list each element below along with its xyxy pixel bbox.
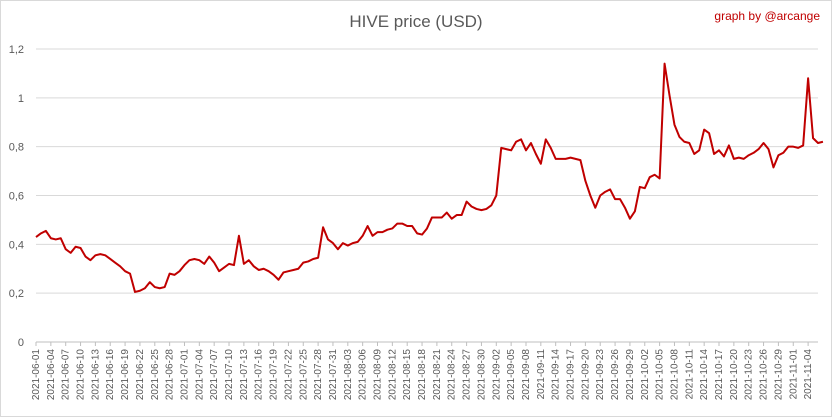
x-tick-label: 2021-10-02 <box>640 349 651 401</box>
x-tick-label: 2021-06-13 <box>90 349 101 401</box>
x-tick-label: 2021-07-19 <box>269 349 280 401</box>
gridlines <box>36 48 818 343</box>
x-tick-label: 2021-07-25 <box>298 349 309 401</box>
x-tick-label: 2021-06-07 <box>61 349 72 401</box>
x-tick-label: 2021-07-04 <box>194 349 205 401</box>
x-tick-label: 2021-06-28 <box>165 349 176 401</box>
x-tick-label: 2021-08-24 <box>447 349 458 401</box>
x-tick-label: 2021-10-29 <box>773 349 784 401</box>
x-tick-label: 2021-09-05 <box>506 349 517 401</box>
x-tick-label: 2021-10-11 <box>684 349 695 400</box>
x-tick-label: 2021-09-14 <box>551 349 562 401</box>
x-tick-label: 2021-07-28 <box>313 349 324 401</box>
y-tick-label: 0,6 <box>9 191 24 203</box>
chart-credit: graph by @arcange <box>714 9 820 23</box>
x-tick-label: 2021-09-26 <box>610 349 621 401</box>
x-tick-label: 2021-09-23 <box>595 349 606 401</box>
y-tick-label: 1 <box>18 93 24 105</box>
x-tick-label: 2021-09-20 <box>580 349 591 401</box>
x-tick-label: 2021-09-29 <box>625 349 636 401</box>
x-tick-label: 2021-08-30 <box>476 349 487 401</box>
x-tick-label: 2021-07-01 <box>179 349 190 401</box>
x-tick-label: 2021-07-16 <box>254 349 265 401</box>
x-tick-label: 2021-10-23 <box>744 349 755 401</box>
series-layer <box>35 62 824 293</box>
y-tick-label: 1,2 <box>9 44 24 56</box>
x-tick-label: 2021-08-06 <box>358 349 369 401</box>
x-tick-label: 2021-10-17 <box>714 349 725 401</box>
x-tick-label: 2021-10-20 <box>729 349 740 401</box>
x-tick-label: 2021-06-10 <box>76 349 87 401</box>
x-tick-label: 2021-08-21 <box>432 349 443 401</box>
x-tick-label: 2021-07-10 <box>224 349 235 401</box>
y-tick-label: 0 <box>18 337 24 349</box>
chart-title: HIVE price (USD) <box>349 12 483 31</box>
y-tick-label: 0,2 <box>9 288 24 300</box>
x-tick-label: 2021-06-04 <box>46 349 57 401</box>
x-tick-label: 2021-08-09 <box>373 349 384 401</box>
x-axis-ticks: 2021-06-01 2021-06-04 2021-06-07 2021-06-10… <box>31 342 814 400</box>
x-tick-label: 2021-09-08 <box>521 349 532 401</box>
x-tick-label: 2021-09-17 <box>566 349 577 401</box>
x-tick-label: 2021-08-18 <box>417 349 428 401</box>
x-tick-label: 2021-10-08 <box>669 349 680 401</box>
x-tick-label: 2021-10-05 <box>655 349 666 401</box>
x-tick-label: 2021-10-14 <box>699 349 710 401</box>
series-line <box>35 62 824 293</box>
y-tick-label: 0,4 <box>9 239 24 251</box>
x-tick-label: 2021-08-15 <box>402 349 413 401</box>
x-tick-label: 2021-10-26 <box>759 349 770 401</box>
x-tick-label: 2021-07-31 <box>328 349 339 401</box>
x-tick-label: 2021-07-13 <box>239 349 250 401</box>
x-tick-label: 2021-09-11 <box>536 349 547 400</box>
x-tick-label: 2021-09-02 <box>491 349 502 401</box>
x-tick-label: 2021-06-22 <box>135 349 146 401</box>
x-tick-label: 2021-06-19 <box>120 349 131 401</box>
y-axis-ticks: 0 0,2 0,4 0,6 0,8 1 1,2 <box>9 44 24 349</box>
x-tick-label: 2021-11-04 <box>803 349 814 400</box>
x-tick-label: 2021-06-16 <box>105 349 116 401</box>
x-tick-label: 2021-06-25 <box>150 349 161 401</box>
x-tick-label: 2021-08-03 <box>343 349 354 401</box>
x-tick-label: 2021-08-12 <box>387 349 398 401</box>
x-tick-label: 2021-08-27 <box>462 349 473 401</box>
x-tick-label: 2021-07-22 <box>283 349 294 401</box>
x-tick-label: 2021-11-01 <box>788 349 799 400</box>
y-tick-label: 0,8 <box>9 142 24 154</box>
x-tick-label: 2021-06-01 <box>31 349 42 401</box>
x-tick-label: 2021-07-07 <box>209 349 220 401</box>
